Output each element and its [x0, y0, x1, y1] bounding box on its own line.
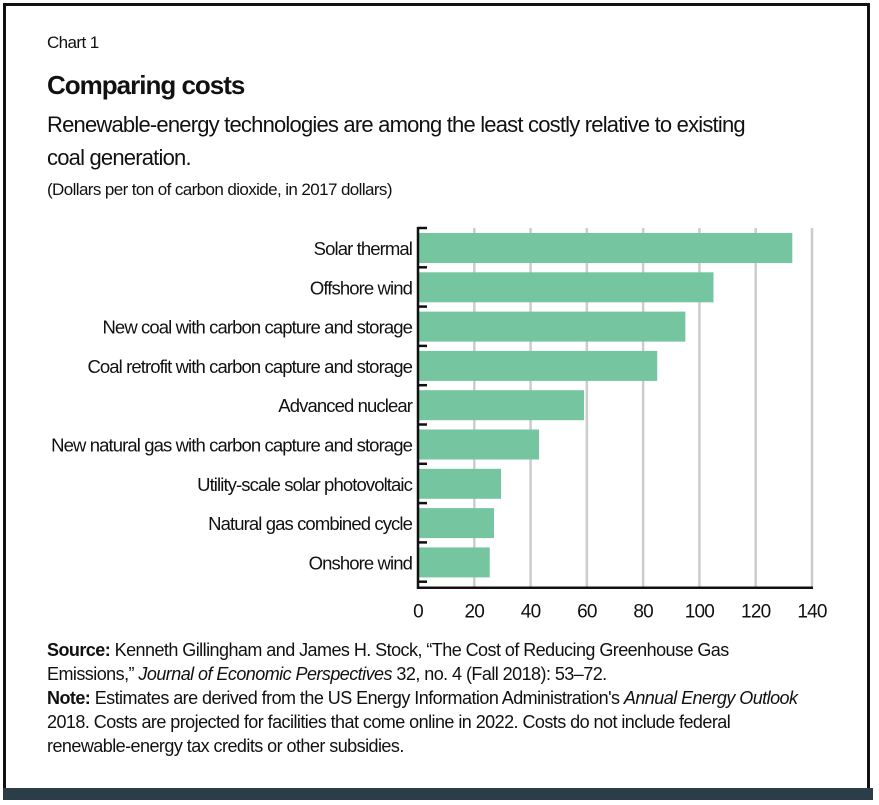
category-label: New coal with carbon capture and storage: [102, 317, 412, 338]
source-label: Source:: [47, 640, 111, 660]
chart-title: Comparing costs: [47, 70, 245, 100]
source-journal: Journal of Economic Perspectives: [138, 664, 392, 684]
bar: [418, 468, 502, 499]
category-label: Offshore wind: [310, 277, 413, 298]
chart-frame: [3, 3, 870, 788]
bar-chart: Solar thermal Offshore wind New coal with …: [51, 226, 828, 623]
x-tick-label: 140: [797, 602, 827, 623]
category-label: Advanced nuclear: [278, 395, 412, 416]
bar: [418, 547, 490, 578]
bar: [418, 429, 540, 460]
axes: [416, 226, 813, 589]
category-label: Utility-scale solar photovoltaic: [197, 474, 413, 495]
category-label: Natural gas combined cycle: [208, 513, 412, 534]
x-tick-label: 60: [577, 602, 597, 623]
chart-number: Chart 1: [47, 33, 99, 52]
units-label: (Dollars per ton of carbon dioxide, in 2…: [47, 180, 393, 199]
note-line: Note: Estimates are derived from the US …: [47, 686, 817, 758]
source-text: Kenneth Gillingham and James H. Stock, “…: [47, 640, 729, 684]
note-text: Estimates are derived from the US Energy…: [90, 688, 624, 708]
category-label: Solar thermal: [314, 238, 412, 259]
x-tick-labels: 0 20 40 60 80 100 120 140: [413, 602, 828, 623]
bar: [418, 350, 658, 381]
source-text-2: 32, no. 4 (Fall 2018): 53–72.: [391, 664, 607, 684]
category-label: New natural gas with carbon capture and …: [51, 435, 412, 456]
chart-subtitle: Renewable-energy technologies are among …: [47, 112, 746, 170]
x-tick-label: 20: [465, 602, 485, 623]
source-line: Source: Kenneth Gillingham and James H. …: [47, 638, 817, 686]
source-notes: Source: Kenneth Gillingham and James H. …: [47, 638, 817, 758]
note-report: Annual Energy Outlook: [623, 688, 798, 708]
bars: [418, 233, 793, 578]
bar: [418, 233, 793, 263]
category-label: Onshore wind: [309, 552, 413, 573]
x-tick-label: 120: [741, 602, 771, 623]
category-label: Coal retrofit with carbon capture and st…: [87, 356, 412, 377]
footer-bar: [3, 788, 873, 800]
bar: [418, 272, 714, 303]
bar: [418, 311, 686, 342]
x-tick-label: 40: [521, 602, 541, 623]
x-tick-label: 100: [685, 602, 715, 623]
bar: [418, 390, 585, 421]
note-label: Note:: [47, 688, 91, 708]
category-labels: Solar thermal Offshore wind New coal with …: [51, 238, 413, 573]
x-tick-label: 0: [413, 602, 423, 623]
bar: [418, 508, 494, 539]
x-tick-label: 80: [633, 602, 653, 623]
note-text-2: 2018. Costs are projected for facilities…: [47, 712, 731, 756]
